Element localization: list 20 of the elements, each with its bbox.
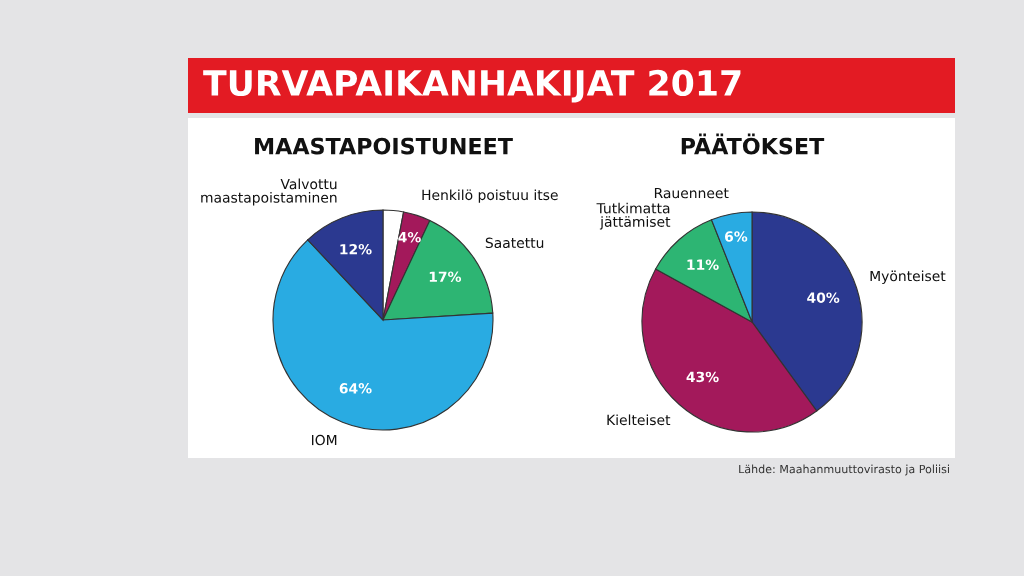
data-label: 6% bbox=[724, 231, 748, 242]
chart-subtitle: MAASTAPOISTUNEET bbox=[255, 137, 513, 155]
data-label: 11% bbox=[687, 259, 719, 270]
slice-label: Kielteiset bbox=[607, 414, 671, 426]
slice-label: Rauenneet bbox=[654, 187, 729, 199]
data-label: 17% bbox=[429, 271, 462, 282]
data-label: 12% bbox=[340, 243, 372, 255]
slice-label: IOM bbox=[312, 434, 337, 446]
slice-label: Saatettu bbox=[485, 237, 544, 249]
text: Lähde: Maahanmuuttovirasto ja Poliisi bbox=[739, 464, 949, 476]
data-label: 64% bbox=[339, 383, 372, 394]
slice-label: Myönteiset bbox=[870, 270, 946, 284]
data-label: 40% bbox=[807, 292, 840, 303]
data-label: 4% bbox=[398, 231, 421, 243]
slice-label: Valvottu maastapoistaminen bbox=[201, 178, 337, 206]
slice-label: Tutkimatta jättämiset bbox=[596, 202, 671, 230]
data-label: 43% bbox=[686, 371, 719, 383]
chart-title: TURVAPAIKANHAKIJAT 2017 bbox=[203, 69, 741, 103]
slice-label: Henkilö poistuu itse bbox=[422, 189, 558, 203]
chart-subtitle: PÄÄTÖKSET bbox=[681, 133, 825, 155]
